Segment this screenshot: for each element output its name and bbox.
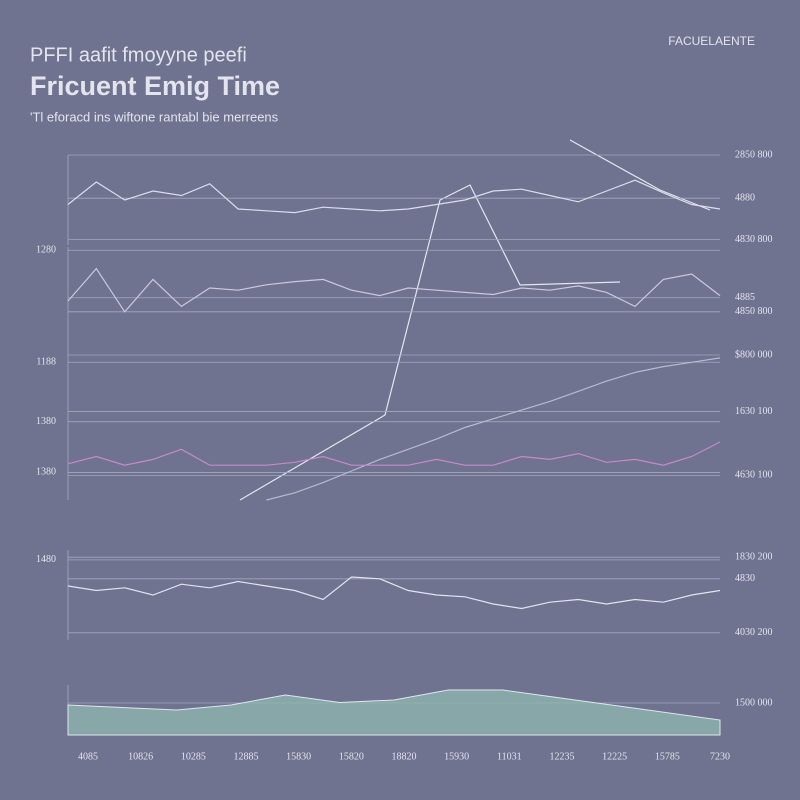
kicker: PFFI aafit fmoyyne peefi: [30, 44, 247, 66]
tick-label: 4830 800: [735, 234, 773, 245]
line: [67, 179, 721, 214]
tick-label: 1380: [36, 416, 56, 427]
line: [266, 357, 721, 501]
x-tick-label: 15930: [444, 751, 469, 762]
tick-label: 4850 800: [735, 306, 773, 317]
x-tick-label: 11031: [497, 751, 522, 762]
tick-label: 1480: [36, 554, 56, 565]
tick-label: 4880: [735, 192, 755, 203]
tick-label: 1280: [36, 245, 56, 256]
x-tick-label: 15830: [286, 751, 311, 762]
overlay-line: [239, 139, 711, 501]
title: Fricuent Emig Time: [30, 71, 280, 101]
tick-label: 2850 800: [735, 149, 773, 160]
x-tick-label: 7230: [710, 751, 730, 762]
tick-label: 1380: [36, 467, 56, 478]
tick-label: 1500 000: [735, 697, 773, 708]
tick-label: 1188: [36, 357, 56, 368]
tick-label: 1630 100: [735, 406, 773, 417]
x-tick-label: 10826: [128, 751, 153, 762]
corner-label: FACUELAENTE: [668, 34, 755, 48]
area: [67, 689, 721, 736]
tick-label: $800 000: [735, 349, 773, 360]
tick-label: 1830 200: [735, 551, 773, 562]
line: [67, 267, 721, 313]
tick-label: 4630 100: [735, 470, 773, 481]
x-tick-label: 15820: [339, 751, 364, 762]
subtitle: 'Tl eforacd ins wiftone rantabl bie merr…: [30, 109, 279, 124]
line: [67, 576, 721, 610]
x-tick-label: 15785: [655, 751, 680, 762]
x-tick-label: 12225: [602, 751, 627, 762]
line: [67, 441, 721, 466]
x-tick-label: 18820: [392, 751, 417, 762]
tick-label: 4830: [735, 573, 755, 584]
x-tick-label: 12235: [550, 751, 575, 762]
x-tick-label: 10285: [181, 751, 206, 762]
x-tick-label: 12885: [234, 751, 259, 762]
x-tick-label: 4085: [78, 751, 98, 762]
tick-label: 4885: [735, 292, 755, 303]
tick-label: 4030 200: [735, 627, 773, 638]
